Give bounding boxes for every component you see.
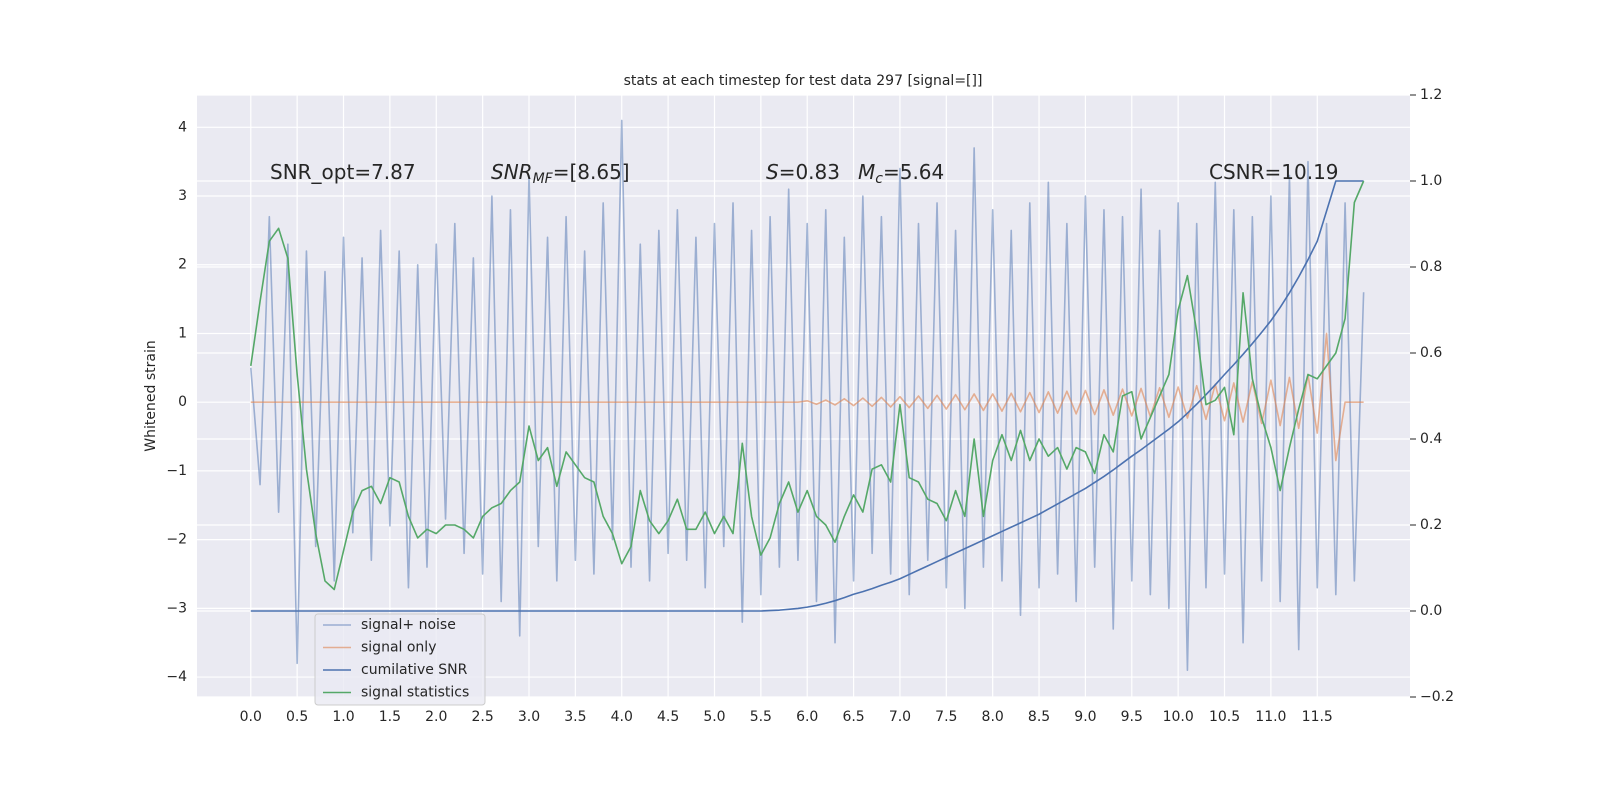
y-tick-label: −4 bbox=[166, 669, 187, 685]
y2-tick-label: 1.0 bbox=[1420, 173, 1442, 189]
y-tick-label: −1 bbox=[166, 463, 187, 479]
legend-label: signal+ noise bbox=[361, 617, 456, 633]
chart-title: stats at each timestep for test data 297… bbox=[624, 73, 983, 89]
x-tick-label: 9.5 bbox=[1121, 709, 1143, 725]
plot-area bbox=[197, 95, 1410, 697]
y-tick-label: 2 bbox=[178, 257, 187, 273]
annotation-rest: =5.64 bbox=[883, 160, 944, 184]
x-tick-label: 4.0 bbox=[611, 709, 633, 725]
y2-tick-label: −0.2 bbox=[1420, 689, 1454, 705]
y-tick-label: 3 bbox=[178, 188, 187, 204]
series-line bbox=[250, 180, 1364, 612]
x-tick-label: 0.0 bbox=[240, 709, 262, 725]
y-tick-label: 4 bbox=[178, 119, 187, 135]
y2-tick-label: 0.2 bbox=[1420, 517, 1442, 533]
annotation-rest: =0.83 bbox=[779, 160, 840, 184]
grid bbox=[197, 94, 1410, 698]
annotation-text: CSNR=10.19 bbox=[1209, 160, 1339, 184]
x-tick-label: 1.5 bbox=[379, 709, 401, 725]
y-tick-label: −3 bbox=[166, 600, 187, 616]
series-line bbox=[250, 332, 1364, 462]
annotation-base: S bbox=[766, 160, 779, 184]
annotation: SNR_opt=7.87 bbox=[270, 160, 416, 184]
x-tick-label: 1.0 bbox=[332, 709, 354, 725]
x-tick-label: 10.5 bbox=[1209, 709, 1240, 725]
x-tick-label: 8.5 bbox=[1028, 709, 1050, 725]
legend-label: signal statistics bbox=[361, 685, 469, 701]
x-tick-label: 11.5 bbox=[1302, 709, 1333, 725]
x-tick-label: 11.0 bbox=[1255, 709, 1286, 725]
x-tick-label: 8.0 bbox=[982, 709, 1004, 725]
annotation-rest: =[8.65] bbox=[553, 160, 630, 184]
series-line bbox=[249, 180, 1365, 591]
x-tick-label: 5.0 bbox=[703, 709, 725, 725]
annotation-base: M bbox=[858, 160, 875, 184]
x-tick-label: 0.5 bbox=[286, 709, 308, 725]
legend: signal+ noise signal only cumilative SNR si… bbox=[314, 613, 486, 706]
x-tick-label: 6.5 bbox=[842, 709, 864, 725]
x-tick-label: 5.5 bbox=[750, 709, 772, 725]
y2-tick-label: 0.0 bbox=[1420, 603, 1442, 619]
y2-tick-label: 0.6 bbox=[1420, 345, 1442, 361]
legend-label: signal only bbox=[361, 640, 436, 656]
annotation: Mc=5.64 bbox=[858, 160, 944, 188]
x-tick-label: 7.5 bbox=[935, 709, 957, 725]
annotation: SNRMF=[8.65] bbox=[491, 160, 630, 188]
x-tick-label: 9.0 bbox=[1074, 709, 1096, 725]
annotation-text: SNR_opt=7.87 bbox=[270, 160, 416, 184]
series-line bbox=[249, 119, 1365, 671]
x-tick-label: 3.5 bbox=[564, 709, 586, 725]
legend-box bbox=[314, 613, 486, 706]
x-tick-label: 2.5 bbox=[471, 709, 493, 725]
x-tick-label: 3.0 bbox=[518, 709, 540, 725]
y-tick-label: 0 bbox=[178, 394, 187, 410]
y2-tick-label: 1.2 bbox=[1420, 87, 1442, 103]
annotation: S=0.83 bbox=[766, 160, 840, 184]
x-tick-label: 10.0 bbox=[1163, 709, 1194, 725]
y-axis-label: Whitened strain bbox=[143, 340, 159, 451]
x-tick-label: 4.5 bbox=[657, 709, 679, 725]
annotation-sub: MF bbox=[533, 171, 554, 187]
y2-tick-label: 0.4 bbox=[1420, 431, 1442, 447]
annotation-base: SNR bbox=[491, 160, 533, 184]
legend-label: cumilative SNR bbox=[361, 662, 468, 678]
annotation: CSNR=10.19 bbox=[1209, 160, 1339, 184]
y2-tick-label: 0.8 bbox=[1420, 259, 1442, 275]
x-tick-label: 6.0 bbox=[796, 709, 818, 725]
y-tick-label: 1 bbox=[178, 325, 187, 341]
annotation-sub: c bbox=[875, 171, 883, 187]
x-tick-label: 2.0 bbox=[425, 709, 447, 725]
x-tick-label: 7.0 bbox=[889, 709, 911, 725]
y-tick-label: −2 bbox=[166, 532, 187, 548]
